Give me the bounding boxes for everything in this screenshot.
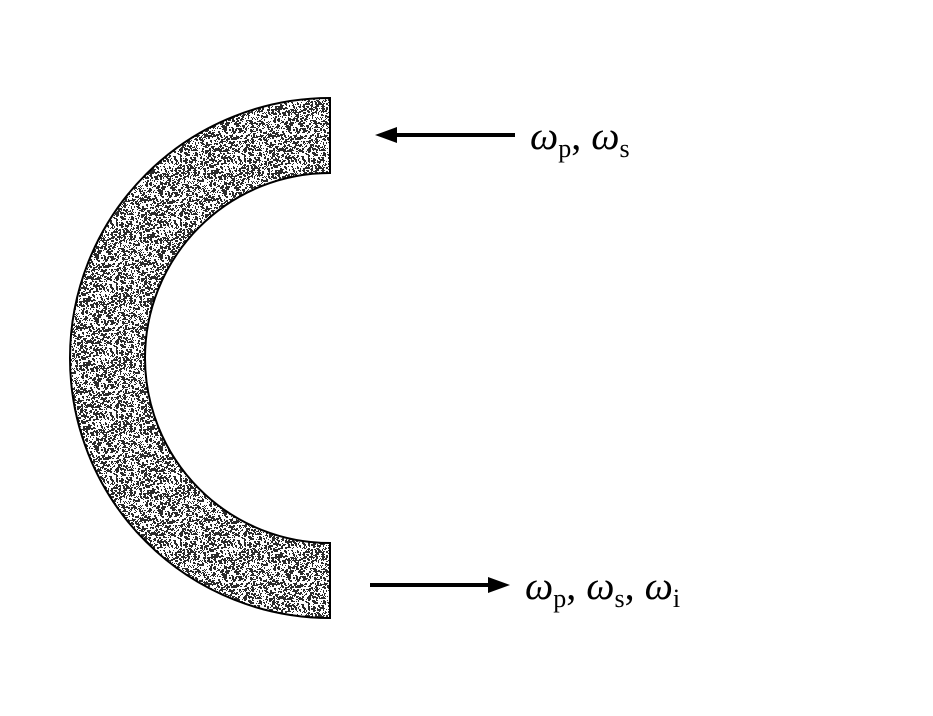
omega-symbol: ω [525,563,553,608]
omega-symbol: ω [530,113,558,158]
omega-symbol: ω [586,563,614,608]
separator: , [571,113,591,158]
separator: , [625,563,645,608]
label-output: ωp, ωs, ωi [525,562,680,610]
omega-subscript: s [620,134,630,163]
omega-subscript: p [558,134,571,163]
omega-subscript: p [553,584,566,613]
label-input: ωp, ωs [530,112,630,160]
arrow-input [375,127,515,143]
omega-symbol: ω [645,563,673,608]
diagram-stage: ωp, ωsωp, ωs, ωi [0,0,933,716]
omega-subscript: s [615,584,625,613]
omega-subscript: i [673,584,680,613]
arrow-output [370,577,510,593]
separator: , [566,563,586,608]
diagram-svg [0,0,933,716]
half-annulus [70,98,330,618]
omega-symbol: ω [591,113,619,158]
